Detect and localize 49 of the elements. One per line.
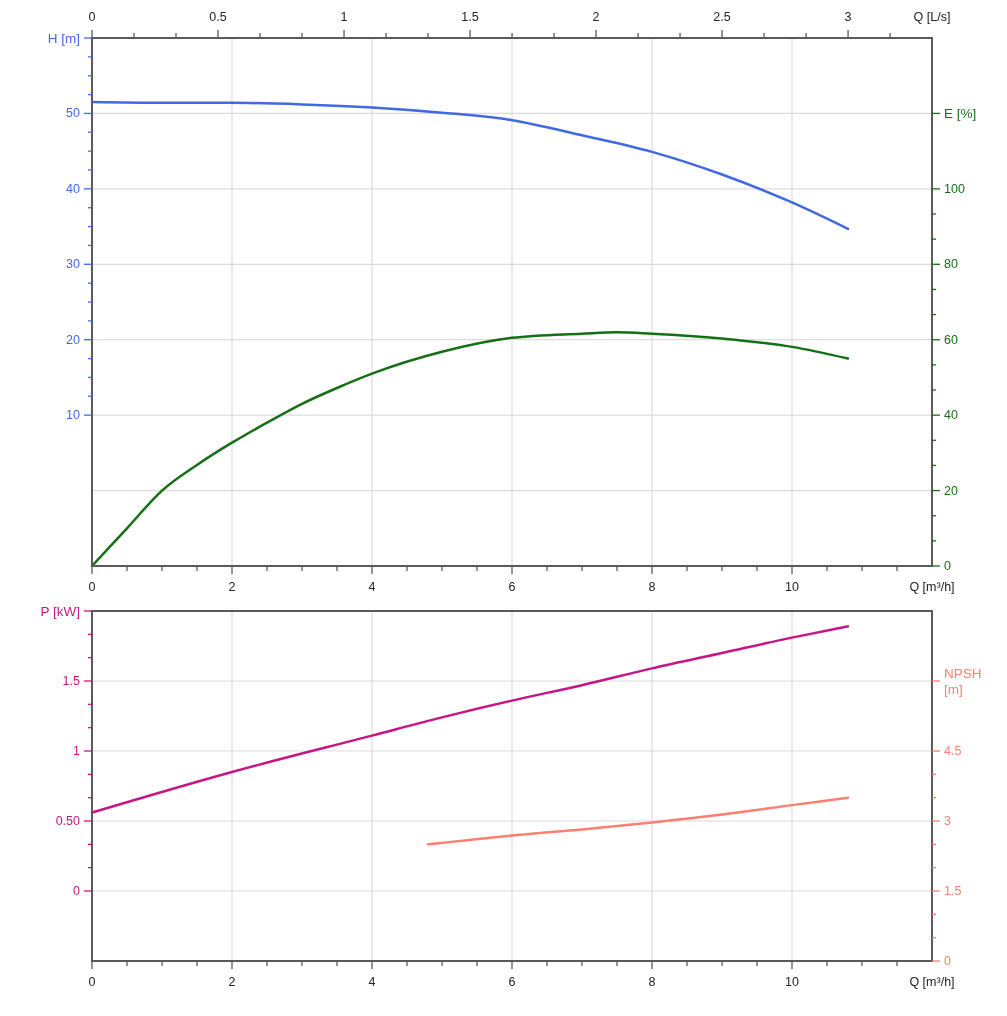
y2-tick-label: 60 bbox=[944, 332, 958, 347]
y2-axis-title: E [%] bbox=[944, 105, 977, 121]
y2-tick-label: 0 bbox=[944, 559, 951, 573]
y-tick-label: 1 bbox=[73, 744, 81, 758]
y2-tick-label: 40 bbox=[944, 408, 958, 423]
y2-tick-label: 0 bbox=[944, 954, 951, 968]
y-tick-label: 0 bbox=[73, 884, 81, 898]
y2-axis-title: NPSH [m] bbox=[944, 665, 982, 697]
y-tick-label: 10 bbox=[66, 408, 81, 423]
x-tick-label: 6 bbox=[508, 580, 516, 594]
y-tick-label: 50 bbox=[66, 106, 81, 121]
x-tick-label: 4 bbox=[368, 580, 376, 594]
x-tick-label: 8 bbox=[648, 975, 656, 989]
x2-tick-label: 0.5 bbox=[209, 10, 227, 24]
x2-tick-label: 1 bbox=[340, 10, 348, 24]
x-axis-title: Q [m³/h] bbox=[909, 580, 955, 594]
x2-tick-label: 3 bbox=[844, 10, 852, 24]
x-tick-label: 10 bbox=[785, 580, 799, 594]
y-axis-title: H [m] bbox=[47, 30, 80, 46]
line-series bbox=[90, 100, 850, 231]
x-tick-label: 2 bbox=[228, 580, 236, 594]
x-tick-label: 10 bbox=[785, 975, 799, 989]
x2-tick-label: 2.5 bbox=[713, 10, 731, 24]
x-tick-label: 0 bbox=[88, 975, 96, 989]
y-tick-label: 1.5 bbox=[62, 674, 81, 688]
y2-tick-label: 100 bbox=[944, 181, 965, 196]
x2-axis-title: Q [L/s] bbox=[913, 10, 951, 24]
y2-tick-label: 3 bbox=[944, 814, 951, 828]
x2-tick-label: 2 bbox=[592, 10, 600, 24]
y2-tick-label: 4.5 bbox=[944, 744, 962, 758]
y-tick-label: 0.50 bbox=[55, 814, 81, 828]
x-axis-title: Q [m³/h] bbox=[909, 975, 955, 989]
y-axis-title: P [kW] bbox=[40, 603, 80, 619]
y2-tick-label: 80 bbox=[944, 257, 958, 272]
y-tick-label: 20 bbox=[66, 332, 81, 347]
x2-tick-label: 0 bbox=[88, 10, 96, 24]
x-tick-label: 4 bbox=[368, 975, 376, 989]
y2-tick-label: 20 bbox=[944, 483, 958, 498]
y-tick-label: 30 bbox=[66, 257, 81, 272]
y2-tick-label: 1.5 bbox=[944, 884, 962, 898]
x-tick-label: 8 bbox=[648, 580, 656, 594]
line-series bbox=[426, 796, 850, 846]
y-tick-label: 40 bbox=[66, 181, 81, 196]
x-tick-label: 0 bbox=[88, 580, 96, 594]
x-tick-label: 6 bbox=[508, 975, 516, 989]
line-series bbox=[90, 625, 850, 814]
x-tick-label: 2 bbox=[228, 975, 236, 989]
x2-tick-label: 1.5 bbox=[461, 10, 479, 24]
line-series bbox=[90, 330, 850, 568]
